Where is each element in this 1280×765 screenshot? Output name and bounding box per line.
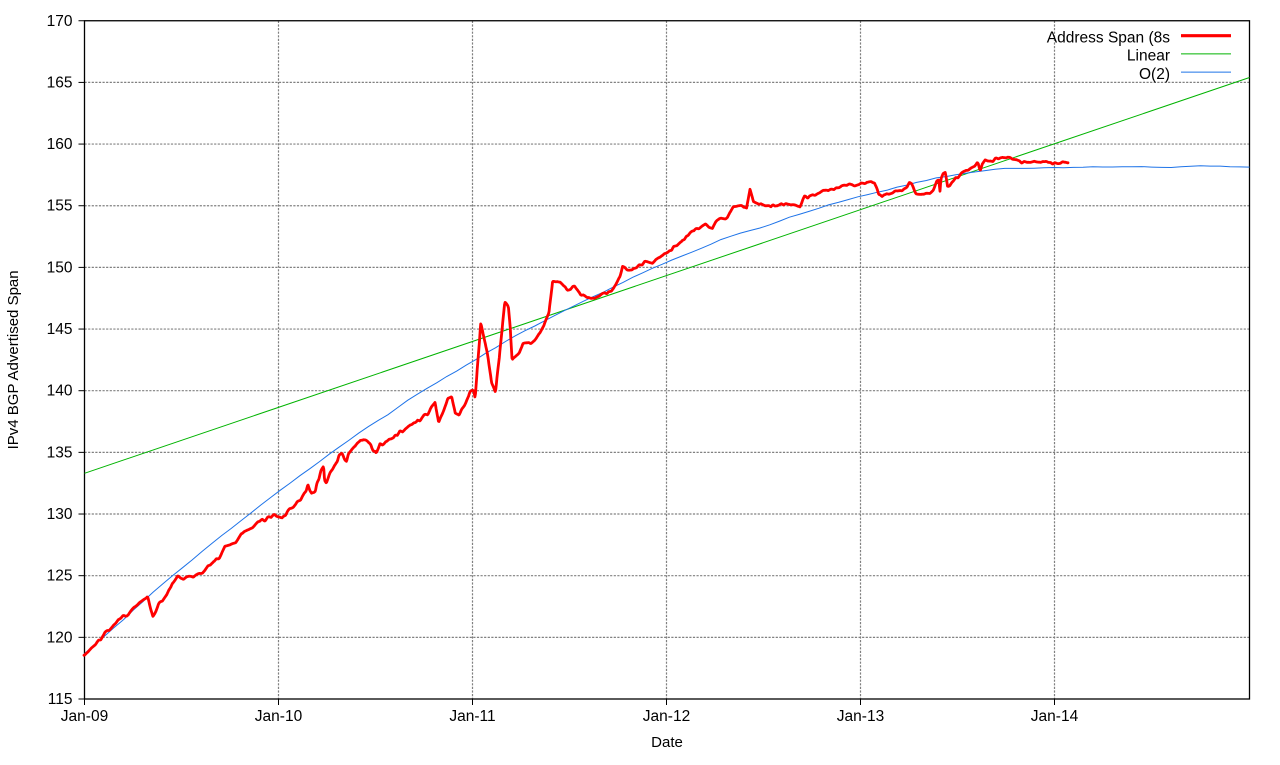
svg-text:Jan-11: Jan-11 (449, 708, 495, 725)
svg-text:165: 165 (47, 74, 73, 91)
svg-text:Jan-12: Jan-12 (643, 708, 690, 725)
svg-text:Jan-09: Jan-09 (61, 708, 108, 725)
svg-text:120: 120 (47, 629, 73, 646)
svg-text:155: 155 (47, 198, 73, 215)
svg-text:O(2): O(2) (1139, 66, 1170, 83)
svg-text:130: 130 (47, 506, 73, 523)
svg-text:Linear: Linear (1127, 48, 1170, 65)
svg-text:Date: Date (651, 734, 683, 751)
svg-text:150: 150 (47, 259, 73, 276)
svg-text:170: 170 (47, 13, 73, 30)
svg-text:140: 140 (47, 383, 73, 400)
svg-text:160: 160 (47, 136, 73, 153)
svg-text:IPv4 BGP Advertised Span: IPv4 BGP Advertised Span (5, 270, 22, 449)
svg-text:Jan-14: Jan-14 (1031, 708, 1079, 725)
svg-text:135: 135 (47, 444, 73, 461)
svg-text:Jan-10: Jan-10 (255, 708, 303, 725)
svg-text:Address Span (8s: Address Span (8s (1047, 30, 1170, 47)
svg-text:125: 125 (47, 568, 73, 585)
svg-text:145: 145 (47, 321, 73, 338)
svg-text:Jan-13: Jan-13 (837, 708, 884, 725)
svg-text:115: 115 (48, 691, 73, 708)
